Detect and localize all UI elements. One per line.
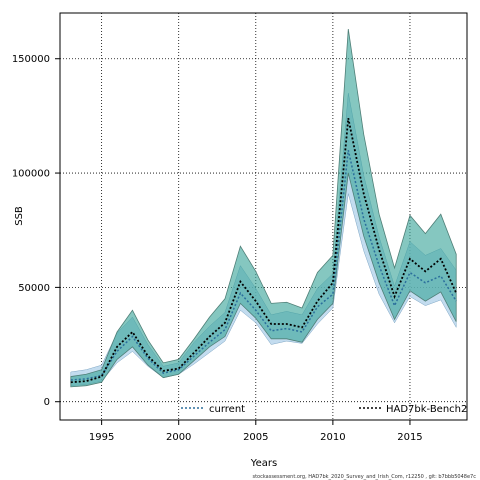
- x-tick-label: 1995: [89, 432, 114, 443]
- band-bench: [70, 28, 457, 388]
- legend-label-bench: HAD7bk-Bench2: [386, 404, 467, 415]
- y-tick-label: 0: [44, 397, 50, 408]
- y-axis-title: SSB: [14, 206, 25, 226]
- x-tick-label: 2005: [243, 432, 268, 443]
- x-axis-title: Years: [250, 458, 277, 469]
- line-bench: [70, 117, 458, 384]
- plot-frame: [59, 12, 468, 421]
- line-current: [70, 150, 457, 381]
- series-lines: [70, 117, 458, 384]
- footnote: stockassessment.org, HAD7bk_2020_Survey_…: [252, 474, 476, 480]
- axis-ticks: 1995 2000 2005 2010 2015 0 50000 100000 150000: [12, 54, 423, 443]
- y-tick-label: 50000: [18, 283, 50, 294]
- x-tick-label: 2010: [320, 432, 345, 443]
- y-tick-label: 150000: [12, 54, 50, 65]
- x-tick-label: 2015: [397, 432, 422, 443]
- legend-label-current: current: [209, 404, 245, 415]
- legend: current HAD7bk-Bench2: [181, 404, 467, 415]
- confidence-bands: [70, 28, 457, 388]
- y-tick-label: 100000: [12, 169, 50, 180]
- x-tick-label: 2000: [166, 432, 191, 443]
